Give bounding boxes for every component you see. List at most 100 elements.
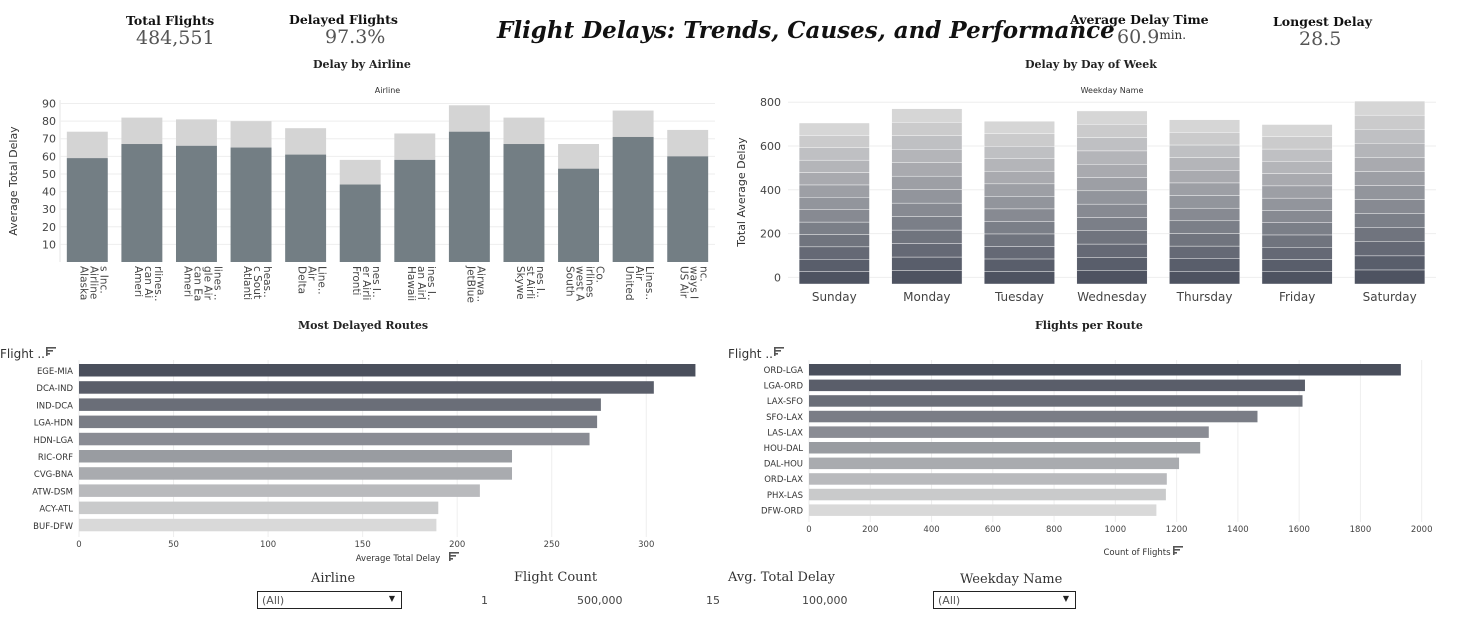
route-label: LGA-HDN: [34, 419, 73, 429]
route-bar: [79, 450, 513, 463]
stacked-bar-segment: [1354, 255, 1426, 271]
stacked-bar-segment: [891, 229, 963, 244]
x-tick-label: Thursday: [1176, 290, 1233, 304]
stacked-bar-segment: [1076, 163, 1148, 178]
avg-total-delay-min[interactable]: 15: [706, 594, 720, 607]
x-tick-label: 1000: [1105, 525, 1127, 535]
x-tick-label: Co.: [594, 266, 606, 283]
sort-icon-line: [1173, 549, 1180, 551]
route-bar: [809, 488, 1166, 501]
avg-delay-kpi: 60.9min.: [1117, 26, 1186, 48]
stacked-bar-segment: [984, 121, 1055, 134]
route-label: DAL-HOU: [764, 460, 803, 470]
x-tick-label: Ameri: [181, 266, 193, 297]
x-tick-label: rlines..: [152, 266, 164, 301]
stacked-bar-segment: [891, 108, 963, 123]
x-tick-label: 400: [923, 525, 939, 535]
x-tick-label: Hawaii: [405, 266, 417, 301]
sort-icon-line: [449, 552, 459, 554]
weekday-filter-value: (All): [938, 594, 961, 607]
stacked-bar-segment: [891, 243, 963, 258]
x-tick-label: Ameri: [132, 266, 144, 297]
stacked-bar-segment: [798, 209, 870, 223]
stacked-bar-segment: [1169, 157, 1240, 171]
route-label: BUF-DFW: [33, 522, 73, 532]
x-tick-label: ines I..: [425, 266, 437, 301]
route-bar: [79, 364, 696, 377]
route-label: IND-DCA: [36, 401, 73, 411]
stacked-bar-segment: [1354, 129, 1426, 144]
flight-count-min[interactable]: 1: [481, 594, 488, 607]
sort-icon-line: [1173, 546, 1183, 548]
delayed-flights-value: 97.3%: [325, 26, 386, 48]
bar-segment-upper: [558, 144, 600, 169]
stacked-bar-segment: [798, 246, 870, 260]
stacked-bar-segment: [1261, 222, 1333, 236]
sort-icon: [46, 347, 56, 356]
avg-total-delay-max[interactable]: 100,000: [802, 594, 848, 607]
stacked-bar-segment: [1261, 185, 1333, 199]
stacked-bar-segment: [1354, 114, 1426, 130]
stacked-bar-segment: [798, 221, 870, 235]
stacked-bar-segment: [798, 159, 870, 173]
x-tick-label: Air: [633, 266, 645, 281]
delay-by-day-chart: Weekday Name 0 200 400 600 800 Total Average D…: [735, 86, 1436, 304]
dashboard-title: Flight Delays: Trends, Causes, and Perfo…: [497, 17, 1115, 44]
route-bar: [809, 473, 1167, 485]
y-axis-title: Total Average Delay: [735, 137, 748, 248]
flight-header: Flight ..: [0, 347, 45, 361]
stacked-bar-segment: [1169, 245, 1240, 259]
x-tick-label: Friday: [1279, 290, 1315, 304]
flight-header: Flight ..: [728, 347, 773, 361]
x-tick-label: 250: [544, 540, 560, 550]
x-tick-label: Air: [306, 266, 318, 281]
x-tick-label: ways I: [688, 266, 700, 299]
x-tick-label: 2000: [1411, 525, 1433, 535]
route-bar: [79, 415, 598, 429]
sort-icon-line: [1173, 546, 1175, 555]
route-bar: [79, 484, 480, 497]
x-tick-label: 1800: [1350, 525, 1372, 535]
stacked-bar-segment: [891, 270, 963, 285]
x-tick-label: gle Air: [201, 266, 213, 300]
stacked-bar-segment: [984, 183, 1055, 197]
flight-count-max[interactable]: 500,000: [577, 594, 623, 607]
weekday-filter-dropdown[interactable]: (All) ▼: [933, 591, 1076, 609]
stacked-bar-segment: [1261, 259, 1333, 272]
bar-segment-upper: [667, 129, 709, 157]
sort-icon-line: [46, 350, 53, 352]
stacked-bar-segment: [891, 135, 963, 150]
bar-segment-lower: [230, 147, 272, 262]
stacked-bar-segment: [984, 146, 1055, 160]
stacked-bar-segment: [891, 162, 963, 177]
stacked-bar-segment: [798, 172, 870, 186]
route-label: RIC-ORF: [38, 453, 73, 463]
stacked-bar-segment: [1076, 110, 1148, 125]
y-tick-label: 50: [42, 168, 56, 181]
route-bar: [809, 395, 1303, 407]
sort-icon: [1173, 546, 1183, 555]
sort-icon-line: [46, 347, 56, 349]
route-label: ATW-DSM: [32, 487, 73, 497]
route-bar: [79, 432, 590, 446]
stacked-bar-segment: [1261, 197, 1333, 211]
x-tick-label: Line..: [316, 266, 328, 295]
stacked-bar-segment: [891, 202, 963, 217]
x-tick-label: Sunday: [812, 290, 857, 304]
avg-total-delay-filter-label: Avg. Total Delay: [728, 570, 835, 585]
x-tick-label: st Airli: [524, 266, 536, 299]
x-axis-title: Count of Flights: [1104, 548, 1172, 558]
route-bar: [809, 379, 1305, 392]
airline-filter-dropdown[interactable]: (All) ▼: [257, 591, 402, 609]
stacked-bar-segment: [1354, 143, 1426, 158]
stacked-bar-segment: [1169, 195, 1240, 209]
route-label: ORD-LGA: [764, 366, 804, 376]
bar-segment-lower: [285, 154, 327, 262]
bar-segment-upper: [285, 128, 327, 155]
x-tick-label: 800: [1046, 525, 1062, 535]
weekday-filter-label: Weekday Name: [960, 572, 1063, 587]
bar-segment-upper: [394, 133, 436, 160]
route-bar: [809, 442, 1201, 454]
route-label: LAX-SFO: [767, 397, 803, 407]
sort-icon-line: [46, 347, 48, 356]
